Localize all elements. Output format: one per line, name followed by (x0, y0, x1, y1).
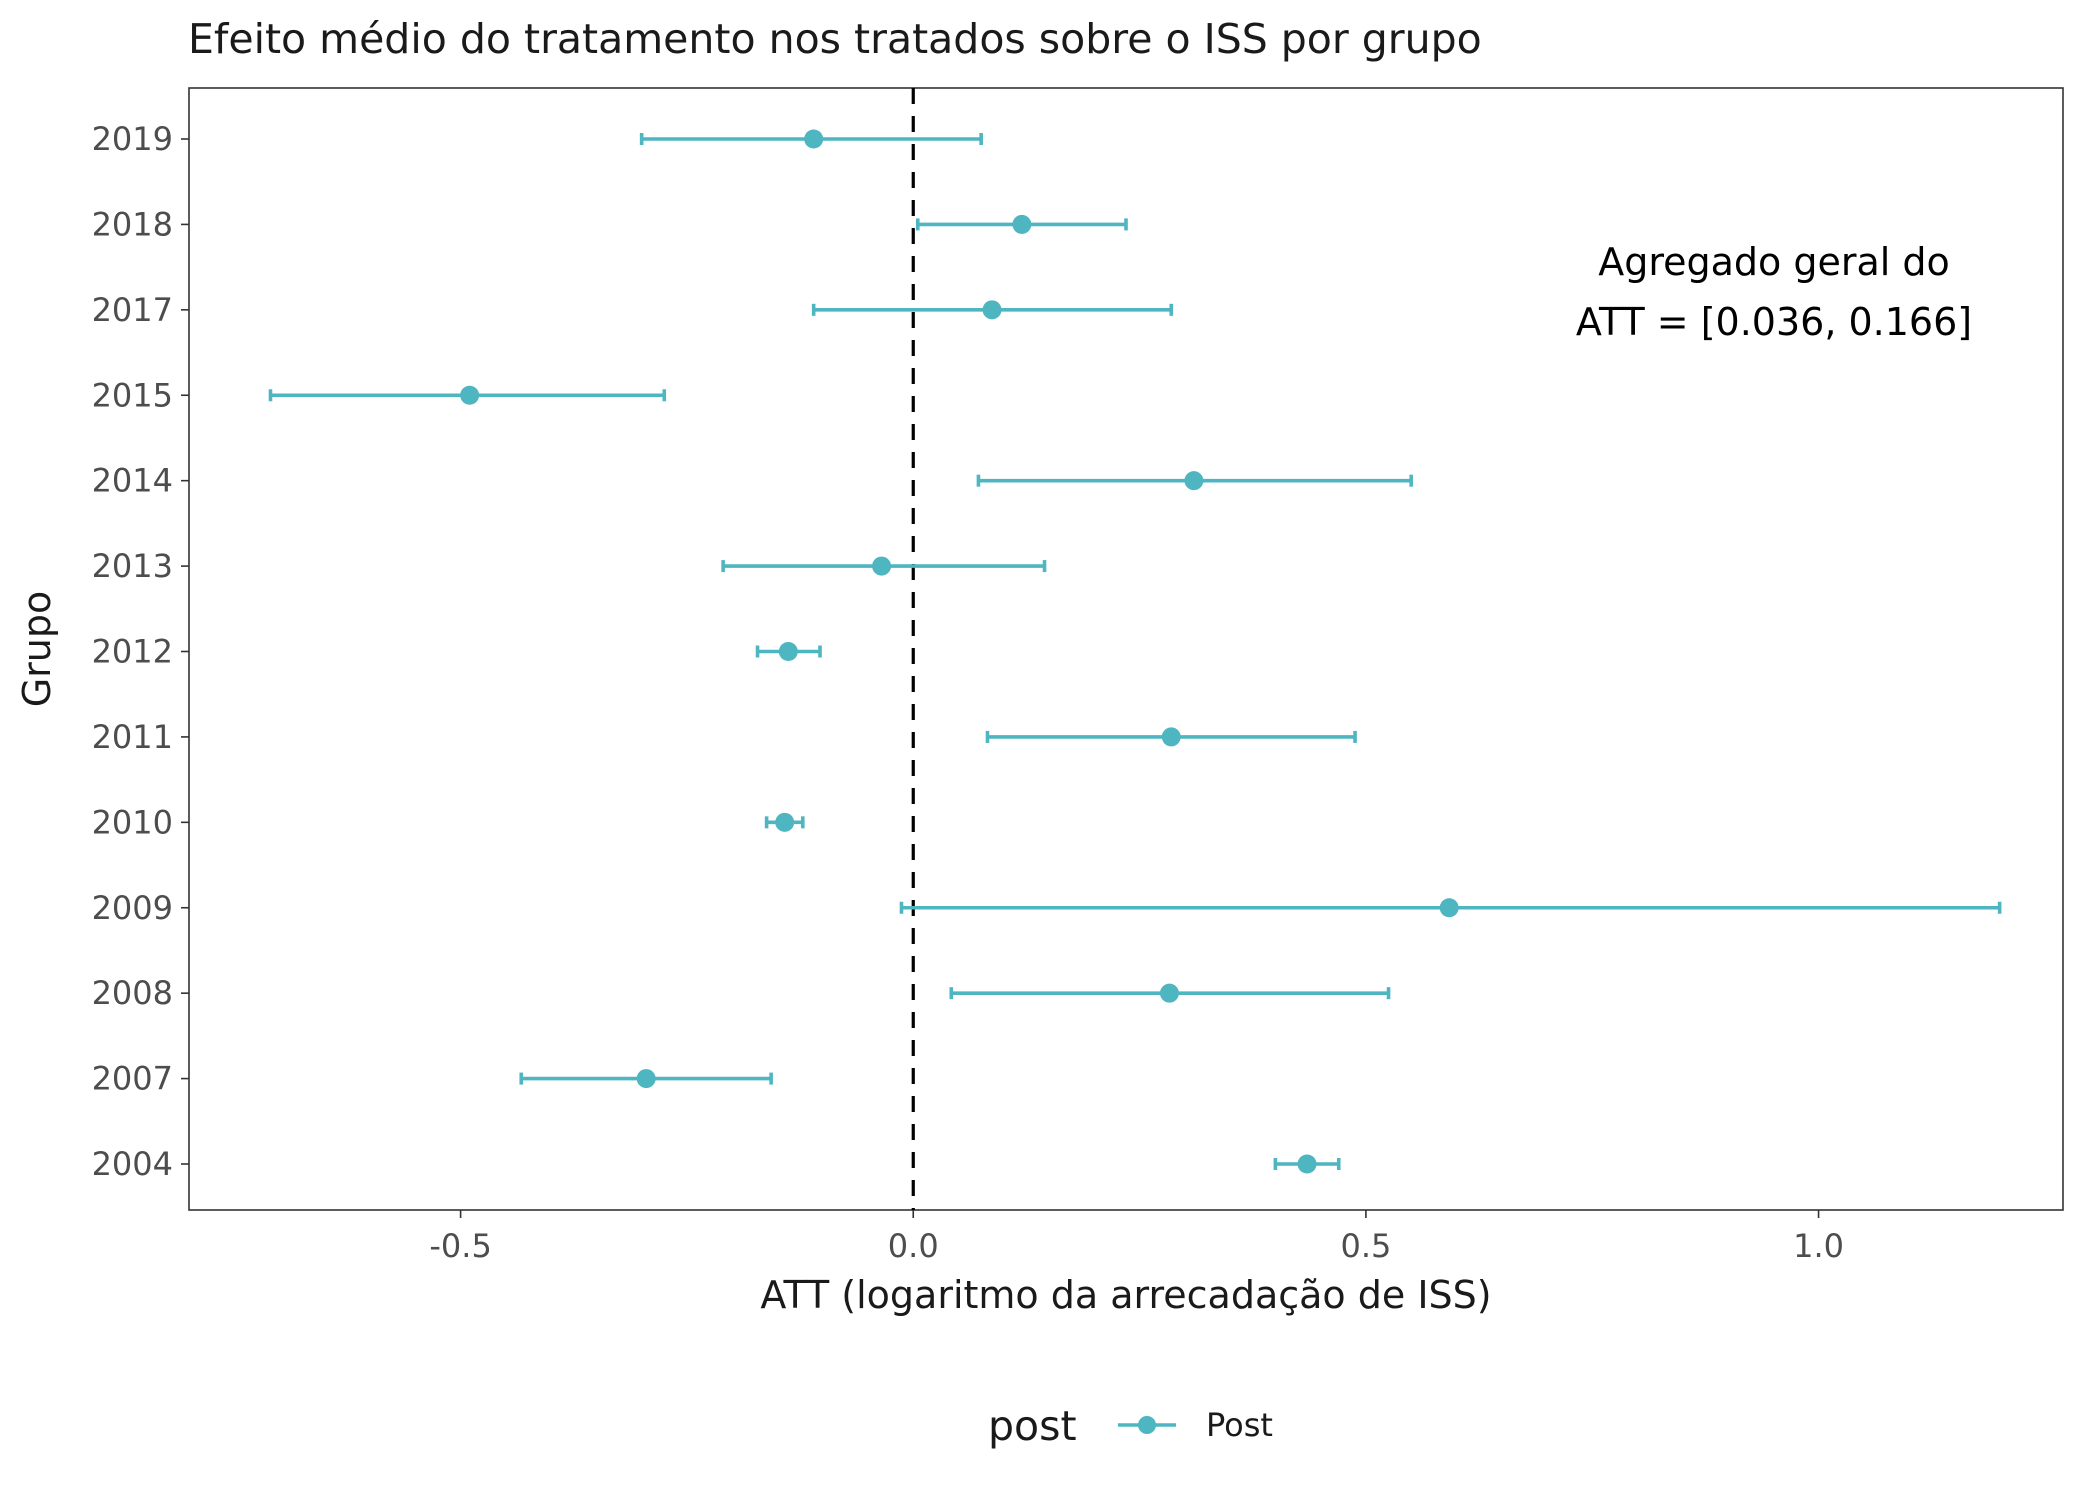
y-tick-label-2011: 2011 (92, 718, 173, 756)
point-2011 (1161, 727, 1181, 747)
point-2004 (1297, 1154, 1317, 1174)
point-2015 (460, 385, 480, 405)
x-tick-label: 1.0 (1793, 1227, 1844, 1265)
legend: post Post (988, 1402, 1273, 1450)
annotation-line-2: ATT = [0.036, 0.166] (1576, 300, 1972, 344)
point-2018 (1012, 214, 1032, 234)
x-tick-label: 0.0 (888, 1227, 939, 1265)
point-2019 (804, 129, 824, 149)
point-2013 (872, 556, 892, 576)
x-tick-label: -0.5 (429, 1227, 491, 1265)
point-2012 (778, 642, 798, 661)
y-tick-label-2019: 2019 (92, 120, 173, 158)
y-tick-label-2004: 2004 (92, 1145, 173, 1183)
point-2009 (1439, 898, 1459, 918)
y-tick-label-2009: 2009 (92, 889, 173, 927)
point-2010 (775, 812, 795, 832)
plot-panel (188, 87, 2064, 1211)
y-tick-label-2018: 2018 (92, 205, 173, 243)
y-axis-label: Grupo (15, 591, 59, 708)
y-tick-label-2014: 2014 (92, 462, 173, 500)
x-axis-label: ATT (logaritmo da arrecadação de ISS) (760, 1273, 1491, 1317)
y-axis: 2019 2018 2017 2015 2014 2013 2012 2011 2010 2009… (92, 120, 189, 1183)
point-2017 (982, 300, 1002, 320)
annotation-line-1: Agregado geral do (1598, 240, 1950, 284)
y-tick-label-2012: 2012 (92, 633, 173, 671)
legend-title: post (988, 1402, 1077, 1450)
y-tick-label-2007: 2007 (92, 1060, 173, 1098)
point-2007 (636, 1069, 656, 1089)
y-tick-label-2015: 2015 (92, 376, 173, 414)
x-tick-label: 0.5 (1340, 1227, 1391, 1265)
point-layer (460, 129, 1459, 1174)
y-tick-label-2013: 2013 (92, 547, 173, 585)
legend-key-point (1138, 1416, 1156, 1434)
y-tick-label-2008: 2008 (92, 974, 173, 1012)
chart-title: Efeito médio do tratamento nos tratados … (188, 15, 1482, 63)
legend-label-post: Post (1206, 1406, 1273, 1444)
point-2008 (1159, 983, 1179, 1003)
x-axis: -0.5 0.0 0.5 1.0 (429, 1210, 1844, 1265)
y-tick-label-2017: 2017 (92, 291, 173, 329)
y-tick-label-2010: 2010 (92, 803, 173, 841)
point-2014 (1184, 471, 1204, 491)
